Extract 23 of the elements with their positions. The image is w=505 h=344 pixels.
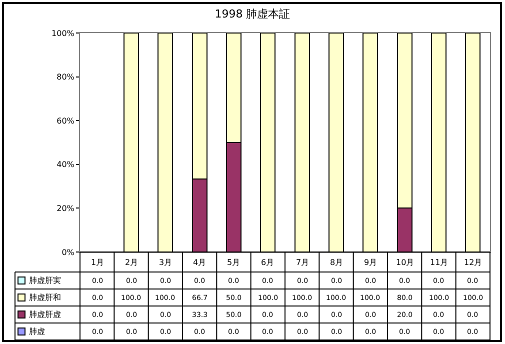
x-tick-label: 2月 bbox=[125, 258, 138, 267]
x-tick-label: 5月 bbox=[227, 258, 240, 267]
y-tick-label: 0% bbox=[62, 248, 75, 257]
y-tick-label: 40% bbox=[56, 160, 75, 170]
chart-title: 1998 肺虚本証 bbox=[214, 8, 290, 21]
x-tick-label: 3月 bbox=[159, 258, 172, 267]
legend-label: 肺虚 bbox=[29, 327, 45, 336]
x-tick-label: 10月 bbox=[396, 258, 414, 267]
y-tick-label: 60% bbox=[56, 116, 75, 126]
y-tick-label: 100% bbox=[52, 28, 75, 38]
x-tick-label: 9月 bbox=[364, 258, 378, 267]
legend-label: 肺虚肝虚 bbox=[29, 310, 61, 319]
x-tick-label: 7月 bbox=[296, 258, 310, 267]
legend-label: 肺虚肝和 bbox=[29, 293, 61, 302]
x-tick-label: 6月 bbox=[261, 258, 274, 267]
y-tick-label: 80% bbox=[56, 72, 75, 82]
x-tick-label: 1月 bbox=[91, 258, 104, 267]
y-tick-label: 20% bbox=[56, 204, 75, 213]
x-tick-label: 8月 bbox=[330, 258, 344, 267]
legend-label: 肺虚肝実 bbox=[29, 276, 61, 285]
x-tick-label: 4月 bbox=[193, 258, 206, 267]
x-tick-label: 11月 bbox=[430, 258, 448, 267]
x-tick-label: 12月 bbox=[464, 258, 482, 267]
